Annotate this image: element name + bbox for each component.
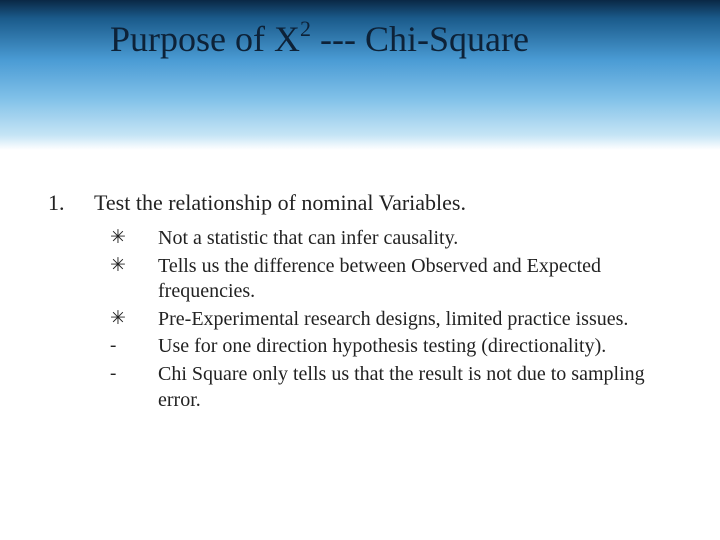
bullet-icon: ✳ [104,226,158,250]
list-item: ✳ Not a statistic that can infer causali… [104,226,680,252]
item-text: Not a statistic that can infer causality… [158,226,680,252]
content-area: 1. Test the relationship of nominal Vari… [0,150,720,413]
title-header: Purpose of X2 --- Chi-Square [0,0,720,150]
list-item: - Chi Square only tells us that the resu… [104,362,680,413]
bullet-icon: ✳ [104,254,158,278]
list-item: ✳ Tells us the difference between Observ… [104,254,680,305]
title-post: --- Chi-Square [311,19,529,59]
list-main-text: Test the relationship of nominal Variabl… [94,190,466,216]
list-number: 1. [48,190,88,216]
item-text: Pre-Experimental research designs, limit… [158,307,680,333]
main-list-item: 1. Test the relationship of nominal Vari… [48,190,680,216]
item-text: Use for one direction hypothesis testing… [158,334,680,360]
item-text: Chi Square only tells us that the result… [158,362,680,413]
bullet-icon: - [104,362,158,386]
bullet-icon: ✳ [104,307,158,331]
slide-title: Purpose of X2 --- Chi-Square [110,18,529,60]
bullet-icon: - [104,334,158,358]
list-item: - Use for one direction hypothesis testi… [104,334,680,360]
sub-list: ✳ Not a statistic that can infer causali… [104,226,680,413]
title-pre: Purpose of X [110,19,300,59]
list-item: ✳ Pre-Experimental research designs, lim… [104,307,680,333]
title-superscript: 2 [300,16,311,41]
item-text: Tells us the difference between Observed… [158,254,680,305]
